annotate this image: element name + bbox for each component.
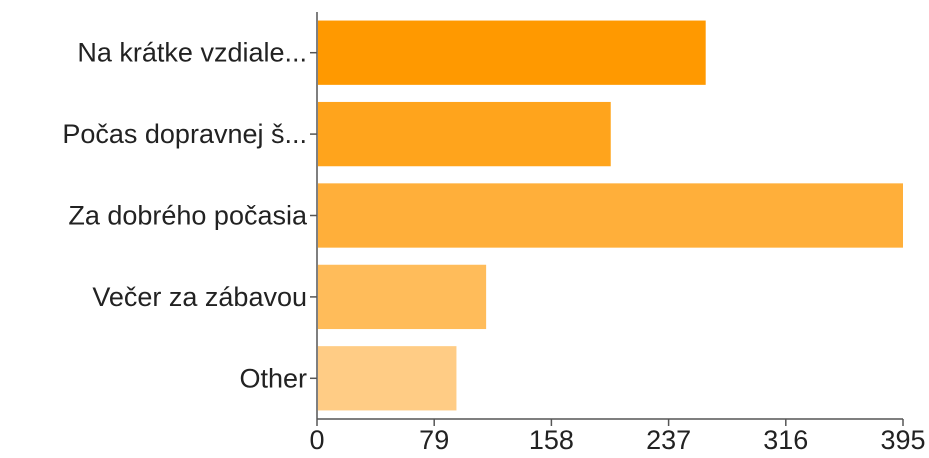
category-label: Na krátke vzdiale...	[77, 38, 307, 68]
bar-3	[318, 264, 487, 330]
x-axis-ticks: 0 79 158 237 316 395	[309, 419, 926, 455]
x-tick-label: 0	[309, 425, 324, 455]
x-tick-label: 395	[880, 425, 925, 455]
bars-group	[318, 20, 903, 411]
x-tick-label: 237	[646, 425, 691, 455]
x-tick-label: 158	[529, 425, 574, 455]
x-tick-label: 316	[763, 425, 808, 455]
category-label: Večer za zábavou	[92, 282, 307, 312]
bar-2	[318, 183, 903, 248]
bar-1	[318, 101, 611, 167]
category-label: Počas dopravnej š...	[62, 119, 307, 149]
category-label: Other	[239, 363, 307, 393]
x-tick-label: 79	[419, 425, 449, 455]
category-label: Za dobrého počasia	[68, 201, 308, 231]
category-labels: Na krátke vzdiale... Počas dopravnej š...…	[62, 38, 317, 393]
bar-4	[318, 346, 457, 411]
bar-0	[318, 20, 706, 85]
